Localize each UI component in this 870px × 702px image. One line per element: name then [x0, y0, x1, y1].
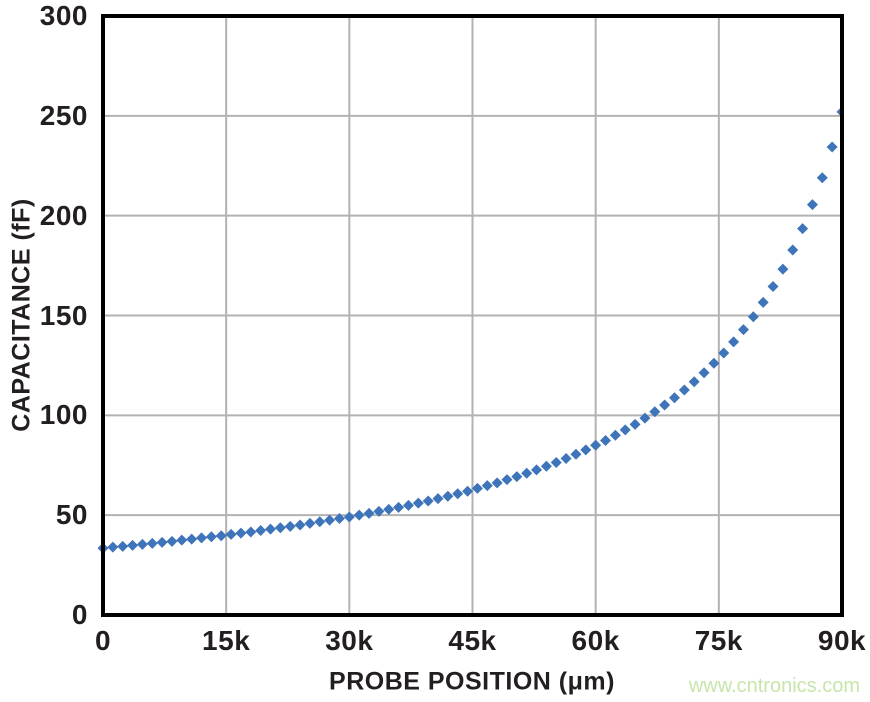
plot-border	[101, 14, 844, 617]
y-tick-label-100: 100	[39, 399, 88, 431]
x-tick-label-75k: 75k	[694, 625, 743, 656]
y-tick-label-250: 250	[39, 99, 88, 131]
y-tick-label-0: 0	[71, 599, 88, 630]
x-tick-label-60k: 60k	[571, 625, 620, 656]
y-tick-label-200: 200	[39, 199, 88, 231]
y-axis-title: CAPACITANCE (fF)	[7, 198, 36, 432]
x-tick-label-30k: 30k	[325, 625, 374, 656]
y-tick-label-300: 300	[39, 0, 88, 31]
x-tick-label-15k: 15k	[202, 625, 251, 656]
x-tick-label-45k: 45k	[448, 625, 497, 656]
x-axis-title: PROBE POSITION (μm)	[329, 667, 615, 696]
watermark: www.cntronics.com	[688, 675, 860, 697]
x-tick-label-90k: 90k	[817, 625, 867, 656]
y-tick-label-150: 150	[39, 299, 88, 331]
y-tick-label-50: 50	[55, 499, 88, 531]
x-tick-label-0: 0	[94, 625, 112, 656]
